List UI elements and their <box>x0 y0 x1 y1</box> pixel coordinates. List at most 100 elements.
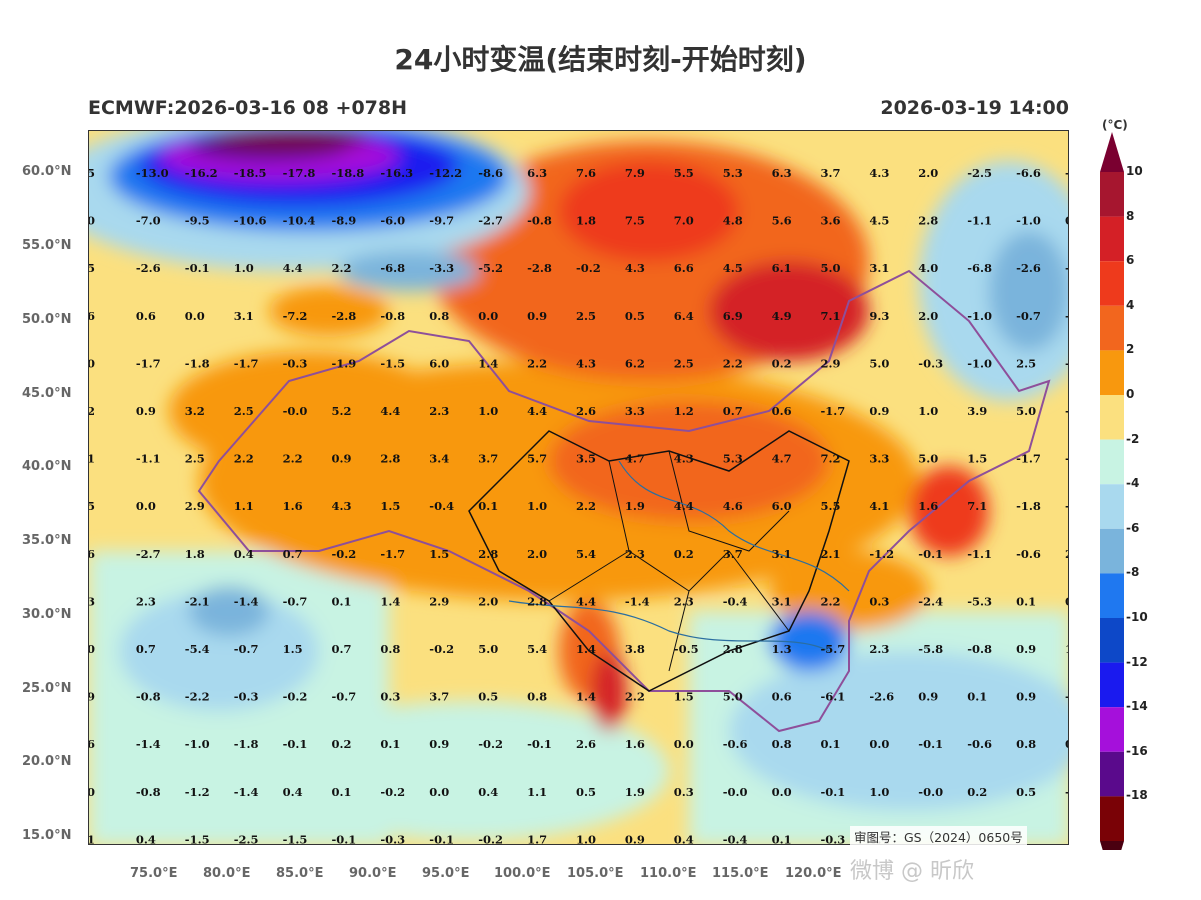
lon-label: 85.0°E <box>276 866 324 881</box>
grid-value: 2.0 <box>478 594 498 608</box>
lon-label: 80.0°E <box>203 866 251 881</box>
grid-value: -12.2 <box>429 166 462 180</box>
colorbar-segment <box>1100 216 1124 262</box>
grid-value: 0.8 <box>527 690 547 704</box>
grid-value: 7.9 <box>625 166 645 180</box>
colorbar-segment <box>1100 662 1124 708</box>
grid-value: 2.2 <box>821 594 841 608</box>
grid-value: -2.2 <box>185 690 210 704</box>
colorbar-label: -14 <box>1126 699 1148 714</box>
lon-label: 115.0°E <box>712 866 769 881</box>
colorbar-segment <box>1100 484 1124 529</box>
grid-value: -0.6 <box>1016 547 1041 561</box>
grid-value: 3.1 <box>772 594 792 608</box>
grid-value: 2.2 <box>332 261 352 275</box>
colorbar-label: 0 <box>1126 387 1135 401</box>
grid-value: -0.7 <box>283 594 308 608</box>
grid-value: -5.2 <box>478 261 503 275</box>
grid-value: 2.8 <box>723 642 743 656</box>
grid-value: 5.5 <box>674 166 694 180</box>
grid-value: 4.9 <box>772 309 792 323</box>
grid-value: -0.3 <box>918 356 943 370</box>
grid-value: -0.0 <box>918 785 943 799</box>
grid-value: 0.0 <box>478 309 498 323</box>
grid-value: 0.1 <box>821 737 841 751</box>
lat-label: 40.0°N <box>22 459 72 474</box>
grid-value: -0.1 <box>185 261 210 275</box>
grid-value: 3.7 <box>821 166 841 180</box>
grid-value: -1.8 <box>1065 261 1069 275</box>
grid-value: 2.1 <box>821 547 841 561</box>
grid-value: 0.0 <box>869 737 889 751</box>
grid-value: -1.1 <box>967 547 992 561</box>
grid-value: 2.5 <box>185 452 205 466</box>
grid-value: -1.1 <box>967 214 992 228</box>
grid-value: 1.8 <box>576 214 596 228</box>
grid-value: 0 <box>89 214 95 228</box>
grid-value: 0.8 <box>380 642 400 656</box>
grid-value: 0.0 <box>429 785 449 799</box>
grid-value: 1.1 <box>527 785 547 799</box>
grid-value: 5.0 <box>869 356 889 370</box>
grid-value: -0.2 <box>380 785 405 799</box>
grid-value: -0.1 <box>821 785 846 799</box>
grid-value: 0.7 <box>723 404 743 418</box>
grid-value: 1.5 <box>674 690 694 704</box>
grid-value: -2.8 <box>332 309 357 323</box>
grid-value: 2.8 <box>478 547 498 561</box>
colorbar-segment <box>1100 796 1124 841</box>
grid-value: 4.3 <box>332 499 352 513</box>
grid-value: 0.1 <box>478 499 498 513</box>
grid-value: 0.4 <box>136 832 156 845</box>
grid-value: 0.9 <box>625 832 645 845</box>
grid-value: 0.1 <box>967 690 987 704</box>
lon-label: 100.0°E <box>494 866 551 881</box>
grid-value: 2.5 <box>234 404 254 418</box>
lat-label: 25.0°N <box>22 681 72 696</box>
grid-value: 2.8 <box>380 452 400 466</box>
grid-value: 4.4 <box>380 404 400 418</box>
grid-value: 4.0 <box>918 261 938 275</box>
grid-value: 5.0 <box>918 452 938 466</box>
grid-value: -2.7 <box>136 547 161 561</box>
colorbar-segment <box>1100 350 1124 395</box>
colorbar-label: 2 <box>1126 342 1135 357</box>
lon-label: 95.0°E <box>422 866 470 881</box>
grid-value: 4.5 <box>723 261 743 275</box>
grid-value: 7.1 <box>821 309 841 323</box>
grid-value: 1.0 <box>234 261 254 275</box>
grid-value: 5 <box>89 166 95 180</box>
grid-value: -1.9 <box>332 356 357 370</box>
grid-value: -1.9 <box>1065 499 1069 513</box>
colorbar-segment <box>1100 439 1124 485</box>
grid-value: 7.5 <box>625 214 645 228</box>
grid-value: 0.3 <box>380 690 400 704</box>
colorbar-label: 8 <box>1126 208 1135 223</box>
grid-value: 5.0 <box>1016 404 1036 418</box>
grid-value: -0.4 <box>723 832 748 845</box>
grid-value: 2.2 <box>625 690 645 704</box>
grid-value: 5 <box>89 261 95 275</box>
grid-value: 3.7 <box>723 547 743 561</box>
grid-value: 2.9 <box>185 499 205 513</box>
grid-value: -1.0 <box>185 737 210 751</box>
grid-value: 1.4 <box>576 690 596 704</box>
grid-value: 5.3 <box>723 166 743 180</box>
grid-value: 1.6 <box>625 737 645 751</box>
grid-value: -0.2 <box>478 832 503 845</box>
grid-value: 4.4 <box>527 404 547 418</box>
grid-value: 3.6 <box>821 214 841 228</box>
grid-value: 5.2 <box>332 404 352 418</box>
grid-value: 2.2 <box>234 452 254 466</box>
grid-value: 1.5 <box>380 499 400 513</box>
grid-value: 1.4 <box>576 642 596 656</box>
grid-value: 1.0 <box>478 404 498 418</box>
grid-value: -4.0 <box>1065 309 1069 323</box>
grid-value: 0.3 <box>1065 737 1069 751</box>
grid-value: 5.0 <box>821 261 841 275</box>
grid-value: -1.8 <box>234 737 259 751</box>
grid-value: 1 <box>89 452 95 466</box>
colorbar-segment <box>1100 707 1124 752</box>
lon-label: 120.0°E <box>785 866 842 881</box>
grid-value: -3.3 <box>429 261 454 275</box>
